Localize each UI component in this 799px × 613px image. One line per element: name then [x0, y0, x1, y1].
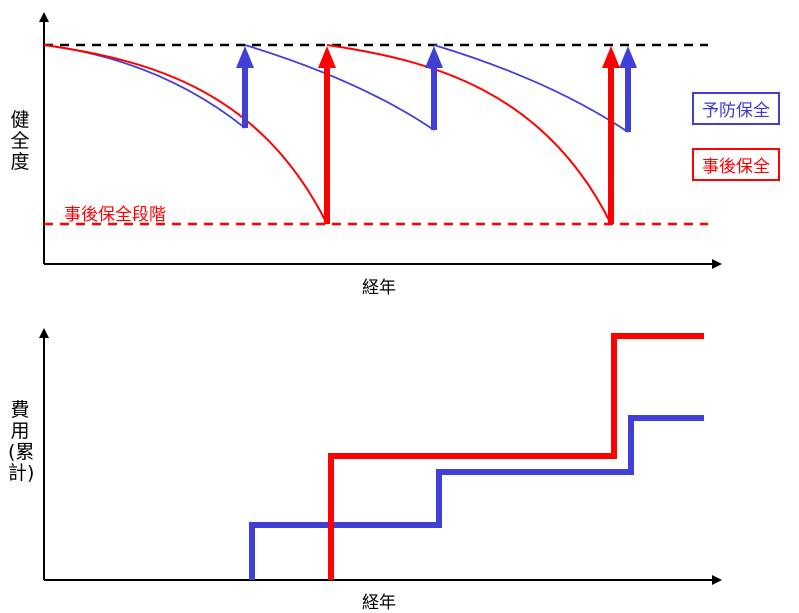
preventive-cost-step-line	[249, 415, 704, 580]
legend-corrective: 事後保全	[692, 148, 780, 181]
preventive-decay-curve	[433, 44, 629, 133]
preventive-repair-arrow	[619, 46, 637, 132]
top-x-axis-label: 経年	[362, 278, 396, 298]
preventive-repair-arrow	[236, 46, 254, 128]
corrective-repair-arrow	[602, 46, 620, 224]
corrective-repair-arrow	[318, 46, 336, 224]
corrective-decay-curve	[43, 44, 328, 225]
top-panel	[39, 12, 722, 269]
bottom-y-axis-label: 費用(累計)	[8, 399, 35, 484]
preventive-decay-curve	[244, 44, 435, 131]
bottom-x-axis-label: 経年	[362, 593, 396, 613]
corrective-threshold-label: 事後保全段階	[64, 205, 166, 225]
bottom-panel	[39, 328, 722, 585]
top-y-axis-label: 健全度	[10, 109, 30, 173]
preventive-decay-curve	[43, 44, 246, 129]
corrective-decay-curve	[326, 44, 612, 225]
corrective-cost-step-line	[328, 333, 704, 580]
preventive-repair-arrow	[425, 46, 443, 130]
legend-preventive: 予防保全	[692, 92, 780, 125]
